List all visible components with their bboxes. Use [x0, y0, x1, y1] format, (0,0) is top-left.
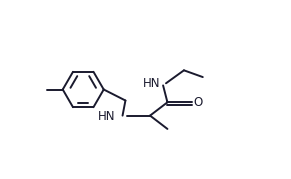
Text: O: O [194, 96, 203, 109]
Text: HN: HN [143, 77, 160, 90]
Text: HN: HN [98, 110, 115, 123]
